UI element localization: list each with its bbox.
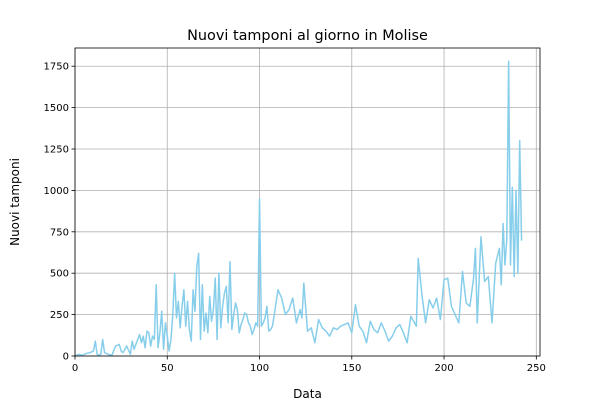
y-tick-label: 1750 [44,62,69,73]
y-tick-label: 1500 [44,103,69,114]
x-axis-label: Data [293,387,322,400]
y-axis-label: Nuovi tamponi [8,158,22,246]
y-tick-label: 500 [50,269,69,280]
x-tick-label: 150 [342,363,361,374]
series-line [74,60,523,357]
axis-ticks: 0 50 100 150 200 250 0 250 500 750 1000 1250 1500 175… [44,62,546,374]
x-tick-label: 250 [527,363,546,374]
y-tick-label: 1250 [44,145,69,156]
y-tick-label: 0 [63,352,69,363]
grid [74,48,540,357]
x-tick-label: 200 [435,363,454,374]
chart-title: Nuovi tamponi al giorno in Molise [187,28,428,44]
x-tick-label: 0 [72,363,78,374]
x-tick-label: 50 [161,363,174,374]
y-tick-label: 750 [50,227,69,238]
y-tick-label: 250 [50,310,69,321]
plot-frame [74,47,541,357]
series-group [74,60,523,357]
x-tick-label: 100 [250,363,269,374]
y-tick-label: 1000 [44,186,69,197]
